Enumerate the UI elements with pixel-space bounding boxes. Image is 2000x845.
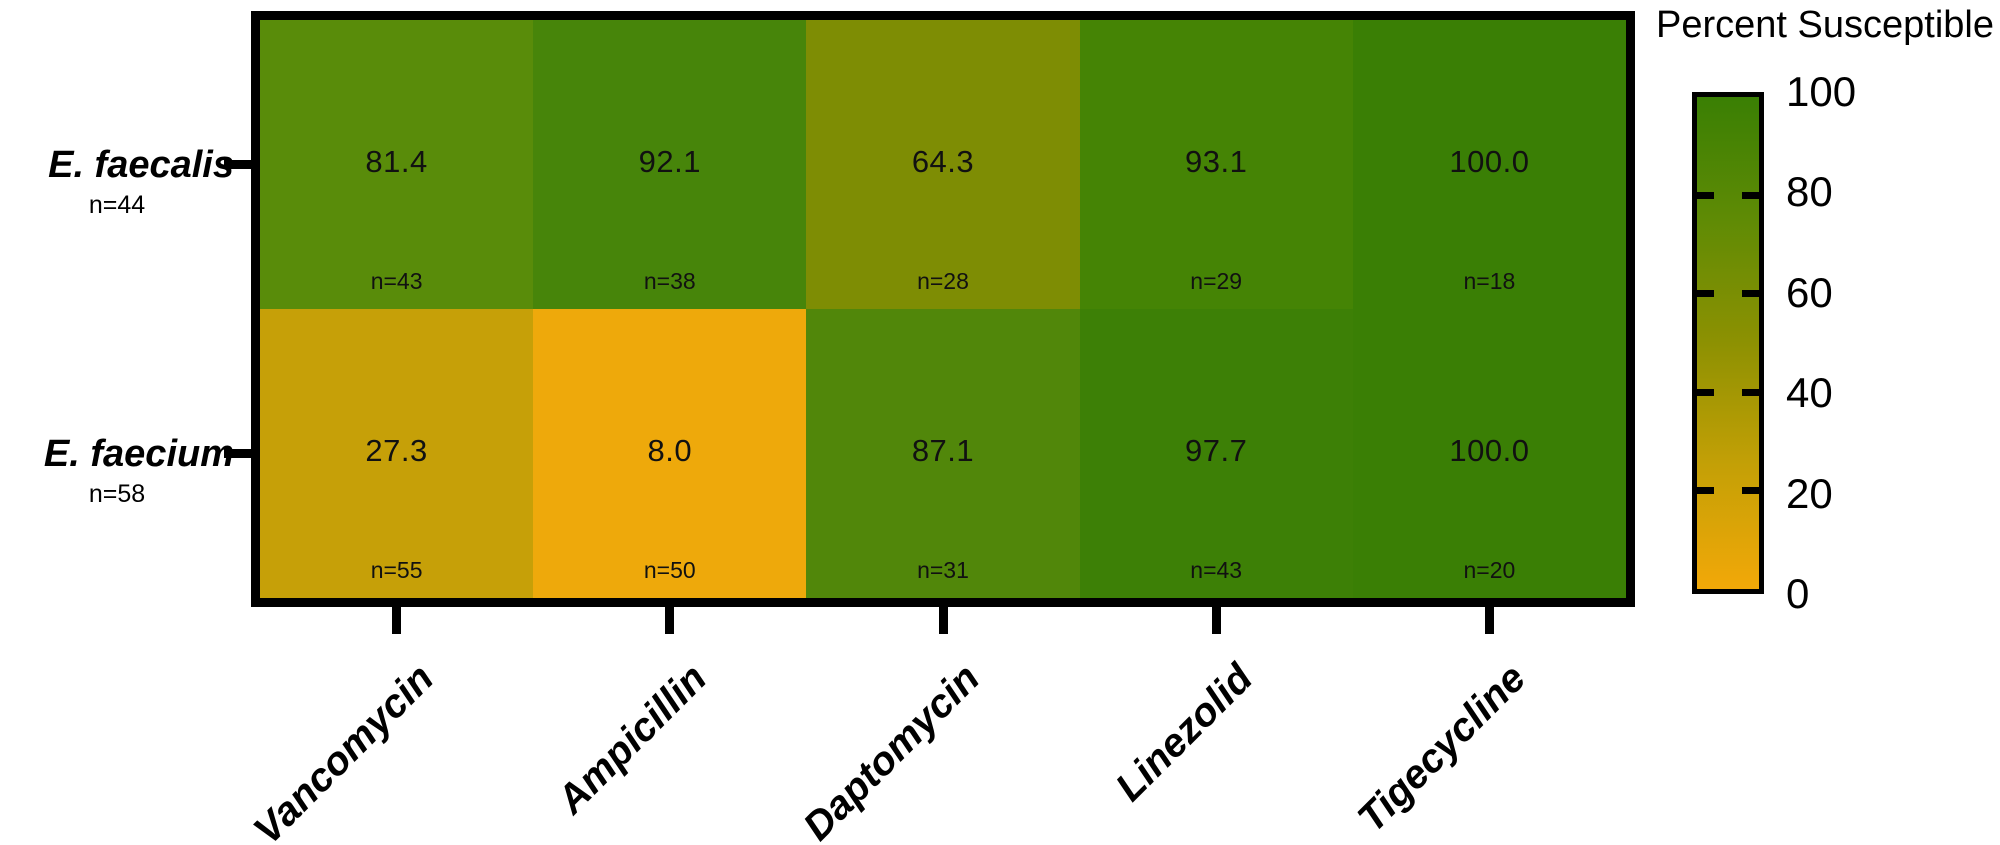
cell-value: 87.1 (911, 432, 975, 468)
heatmap-cell-E-faecalis-vancomycin: 81.4 n=43 (260, 20, 534, 309)
colorbar-tick-label: 20 (1786, 469, 1833, 517)
colorbar-tick-notch-right (1742, 191, 1759, 199)
cell-n-label: n=31 (917, 557, 969, 583)
row-n-label: n=44 (88, 190, 146, 219)
cell-value: 100.0 (1449, 143, 1530, 179)
cell-value: 8.0 (647, 432, 693, 468)
cell-value: 92.1 (638, 143, 701, 179)
heatmap-cell-E-faecalis-tigecycline: 100.0 n=18 (1352, 20, 1626, 309)
colorbar-tick-notch-left (1697, 388, 1714, 396)
column-label-ampicillin: Ampicillin (548, 656, 715, 823)
cell-value: 81.4 (365, 143, 428, 179)
cell-value: 64.3 (911, 143, 975, 179)
heatmap-cell-E-faecium-vancomycin: 27.3 n=55 (260, 309, 534, 598)
column-label-tigecycline: Tigecycline (1349, 656, 1535, 841)
y-axis-tick (224, 160, 256, 169)
colorbar-tick-notch-right (1742, 487, 1759, 495)
y-axis-tick (224, 449, 256, 458)
column-label-linezolid: Linezolid (1107, 656, 1262, 810)
heatmap-cell-E-faecalis-ampicillin: 92.1 n=38 (533, 20, 807, 309)
colorbar-tick-label: 40 (1786, 369, 1833, 417)
x-axis-tick (665, 598, 675, 634)
colorbar-tick-notch-left (1697, 290, 1714, 298)
cell-n-label: n=29 (1190, 268, 1243, 294)
heatmap-cell-E-faecalis-daptomycin: 64.3 n=28 (806, 20, 1080, 309)
colorbar-tick-notch-left (1697, 487, 1714, 495)
x-axis-tick (392, 598, 402, 634)
cell-n-label: n=55 (370, 557, 423, 583)
row-n-label: n=58 (88, 479, 146, 508)
colorbar-tick-label: 0 (1786, 570, 1810, 617)
cell-value: 27.3 (365, 432, 428, 468)
heatmap-cell-E-faecium-daptomycin: 87.1 n=31 (806, 309, 1080, 598)
colorbar-tick-notch-right (1742, 290, 1759, 298)
cell-n-label: n=28 (917, 268, 969, 294)
colorbar-tick-notch-right (1742, 388, 1759, 396)
cell-value: 100.0 (1449, 432, 1530, 468)
cell-n-label: n=43 (370, 268, 423, 294)
colorbar-tick-notch-left (1697, 191, 1714, 199)
column-label-daptomycin: Daptomycin (795, 656, 989, 845)
cell-n-label: n=18 (1463, 268, 1516, 294)
cell-n-label: n=50 (643, 557, 696, 583)
colorbar-gradient (1692, 92, 1764, 594)
colorbar-tick-label: 60 (1786, 268, 1833, 316)
heatmap-cell-E-faecium-linezolid: 97.7 n=43 (1079, 309, 1353, 598)
x-axis-tick (1484, 598, 1494, 634)
cell-n-label: n=38 (643, 268, 696, 294)
x-axis-tick (1211, 598, 1221, 634)
cell-n-label: n=43 (1190, 557, 1243, 583)
colorbar-tick-label: 100 (1786, 68, 1857, 115)
heatmap-cell-E-faecium-ampicillin: 8.0 n=50 (533, 309, 807, 598)
heatmap-plot: 81.4 n=43 92.1 n=38 64.3 n=28 93.1 n=29 100.0 n=1… (251, 11, 1635, 607)
x-axis-tick (938, 598, 948, 634)
column-label-vancomycin: Vancomycin (245, 656, 442, 845)
row-label-E-faecium: E. faecium (43, 432, 234, 475)
row-label-E-faecalis: E. faecalis (48, 143, 234, 186)
cell-value: 97.7 (1185, 432, 1248, 468)
colorbar-title: Percent Susceptible (1656, 4, 1994, 46)
cell-n-label: n=20 (1463, 557, 1516, 583)
colorbar-tick-label: 80 (1786, 168, 1833, 216)
cell-value: 93.1 (1185, 143, 1248, 179)
heatmap-cell-E-faecium-tigecycline: 100.0 n=20 (1352, 309, 1626, 598)
heatmap-cell-E-faecalis-linezolid: 93.1 n=29 (1079, 20, 1353, 309)
